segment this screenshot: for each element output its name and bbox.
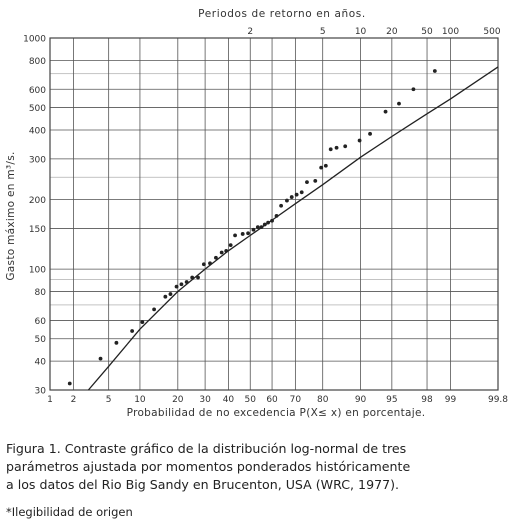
x-tick-label: 40	[223, 395, 235, 405]
caption-line: parámetros ajustada por momentos pondera…	[6, 459, 411, 474]
data-point	[279, 203, 284, 208]
y-tick-label: 500	[29, 104, 46, 114]
data-point	[251, 227, 256, 232]
data-point	[357, 138, 362, 143]
data-point	[289, 195, 294, 199]
plot-frame	[49, 37, 499, 391]
caption-line: Figura 1. Contraste gráfico de la distri…	[6, 441, 407, 456]
data-point	[190, 275, 195, 280]
top-tick-label: 10	[355, 27, 367, 37]
x-tick-label: 1	[47, 395, 53, 405]
x-axis-title: Probabilidad de no excedencia P(X≤ x) en…	[127, 407, 426, 419]
data-point	[224, 248, 229, 253]
data-point	[168, 292, 173, 296]
data-point	[114, 340, 119, 345]
data-point	[270, 218, 274, 223]
data-point	[368, 131, 372, 136]
data-point	[196, 275, 200, 280]
y-tick-label: 1000	[23, 35, 46, 45]
data-point	[294, 192, 299, 197]
data-point	[323, 163, 328, 168]
x-tick-label: 5	[106, 395, 112, 405]
grid-lines	[50, 38, 498, 390]
data-point	[98, 356, 103, 361]
top-tick-label: 2	[247, 27, 253, 37]
y-tick-label: 100	[29, 266, 46, 276]
x-tick-label: 99	[445, 395, 457, 405]
data-point	[383, 109, 388, 114]
data-point	[208, 261, 212, 266]
data-point	[233, 233, 237, 238]
data-point	[130, 329, 135, 333]
data-point	[67, 381, 72, 386]
y-tick-label: 60	[35, 317, 47, 327]
x-tick-label: 90	[355, 395, 367, 405]
x-tick-label: 70	[290, 395, 302, 405]
data-point	[299, 190, 304, 195]
data-point	[152, 307, 157, 312]
y-tick-labels: 30 40 50 60 80 100 150 200 300 400 500 600 800 1000	[23, 35, 46, 397]
data-point	[285, 198, 289, 203]
data-point	[214, 255, 218, 260]
y-tick-label: 600	[29, 86, 46, 96]
top-tick-label: 5	[320, 27, 326, 37]
top-tick-label: 100	[442, 27, 459, 37]
x-tick-label: 80	[317, 395, 329, 405]
y-tick-label: 150	[29, 225, 46, 235]
data-point	[432, 69, 437, 73]
y-tick-label: 300	[29, 155, 46, 165]
data-points	[67, 69, 437, 386]
x-tick-label: 30	[199, 395, 211, 405]
data-point	[334, 145, 339, 150]
data-point	[240, 232, 245, 236]
data-point	[274, 213, 279, 218]
top-axis-title: Periodos de retorno en años.	[198, 8, 366, 20]
y-tick-label: 80	[35, 288, 47, 298]
top-tick-label: 500	[483, 27, 500, 37]
data-point	[179, 282, 184, 287]
data-point	[255, 225, 260, 230]
data-point	[343, 144, 348, 149]
data-point	[228, 243, 233, 248]
top-tick-label: 20	[386, 27, 398, 37]
x-tick-label: 10	[134, 395, 146, 405]
data-point	[328, 147, 333, 152]
data-point	[184, 280, 189, 284]
data-point	[140, 320, 145, 325]
y-tick-label: 400	[29, 126, 46, 136]
x-tick-labels: 1 2 5 10 20 30 40 50 60 70 80 90 95 98 99 99.8	[47, 395, 508, 405]
top-tick-label: 50	[421, 27, 433, 37]
data-point	[262, 222, 267, 227]
y-tick-label: 800	[29, 57, 46, 67]
data-point	[313, 178, 318, 183]
x-tick-label: 50	[245, 395, 257, 405]
x-tick-label: 98	[421, 395, 433, 405]
figure-caption: Figura 1. Contraste gráfico de la distri…	[6, 440, 506, 494]
caption-line: a los datos del Rio Big Sandy en Brucent…	[6, 477, 400, 492]
data-point	[163, 294, 168, 299]
y-tick-label: 50	[35, 335, 47, 345]
data-point	[201, 262, 206, 267]
data-point	[246, 231, 250, 236]
y-axis-title: Gasto máximo en m³/s.	[5, 151, 17, 280]
x-tick-label: 95	[386, 395, 397, 405]
data-point	[266, 220, 270, 225]
data-point	[305, 180, 309, 184]
x-tick-label: 2	[71, 395, 77, 405]
top-axis-tick-labels: 2 5 10 20 50 100 500	[247, 27, 500, 37]
illegibility-note: *Ilegibilidad de origen	[6, 505, 133, 519]
x-tick-label: 20	[172, 395, 184, 405]
x-tick-label: 60	[266, 395, 278, 405]
y-tick-label: 40	[35, 358, 47, 368]
data-point	[397, 101, 401, 106]
y-tick-label: 200	[29, 196, 46, 206]
data-point	[319, 165, 324, 170]
y-tick-label: 30	[35, 387, 47, 397]
data-point	[174, 284, 179, 289]
x-tick-label: 99.8	[488, 395, 508, 405]
data-point	[219, 250, 224, 255]
data-point	[259, 225, 264, 230]
data-point	[411, 87, 416, 92]
